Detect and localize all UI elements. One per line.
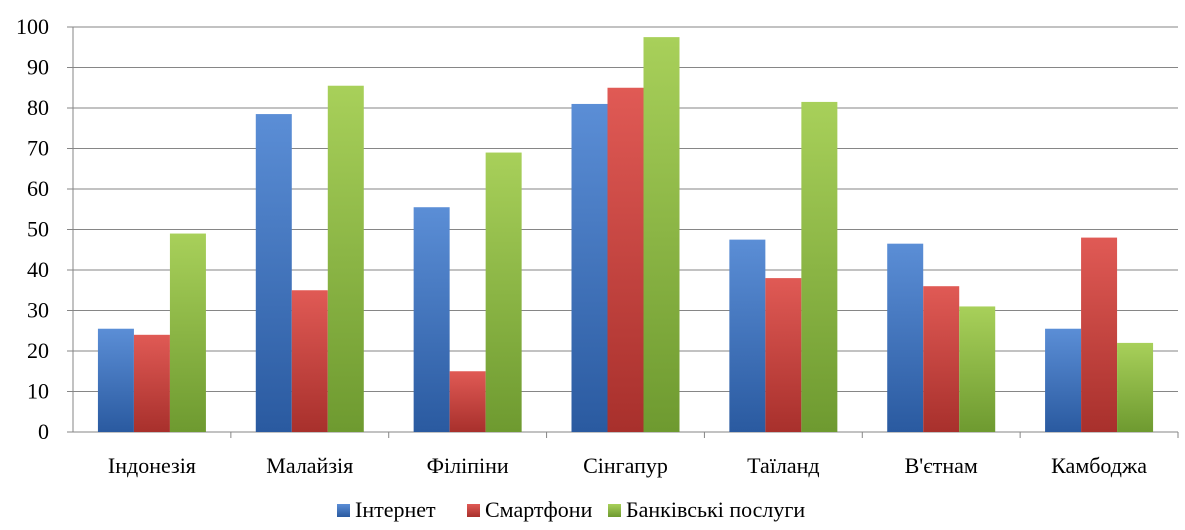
y-tick-label: 10 [27,379,49,404]
bar-Банківські послуги-Камбоджа [1117,342,1154,432]
y-tick-label: 70 [27,136,49,161]
legend-label: Банківські послуги [626,497,805,522]
bar-Інтернет-Індонезія [97,328,134,432]
bar-Смартфони-Таїланд [765,278,802,432]
bar-Банківські послуги-В'єтнам [959,306,996,432]
x-tick-label: Індонезія [108,453,196,478]
bar-Інтернет-В'єтнам [887,243,924,432]
legend-swatch-Інтернет [337,504,350,517]
bar-Банківські послуги-Малайзія [327,85,364,432]
bar-Смартфони-Малайзія [291,290,328,432]
bar-Смартфони-Камбоджа [1081,237,1118,432]
bar-Банківські послуги-Сінгапур [643,37,680,432]
legend-label: Смартфони [485,497,593,522]
y-tick-label: 20 [27,338,49,363]
legend-label: Інтернет [355,497,436,522]
bar-Банківські послуги-Таїланд [801,101,838,433]
y-tick-label: 0 [38,419,49,444]
bar-Інтернет-Філіпіни [413,207,450,432]
y-tick-label: 80 [27,95,49,120]
x-tick-label: Малайзія [266,453,353,478]
x-tick-label: Камбоджа [1051,453,1147,478]
x-tick-label: Таїланд [747,453,819,478]
bar-Інтернет-Камбоджа [1045,328,1082,432]
y-tick-label: 30 [27,298,49,323]
bar-Смартфони-Індонезія [133,334,170,432]
y-tick-label: 40 [27,257,49,282]
bar-Банківські послуги-Філіпіни [485,152,522,433]
bar-Банківські послуги-Індонезія [169,233,206,432]
x-tick-label: Філіпіни [427,453,509,478]
y-tick-label: 90 [27,55,49,80]
y-tick-label: 60 [27,176,49,201]
bar-Інтернет-Малайзія [255,114,292,432]
bar-Смартфони-Сінгапур [607,87,644,432]
legend: Інтернет Смартфони Банківські послуги [337,497,805,522]
y-tick-label: 50 [27,217,49,242]
axes: 0 10 20 30 40 50 60 70 80 90 100 Індонезія Малайзія Ф… [16,14,1179,478]
bars [97,37,1154,433]
bar-Смартфони-Філіпіни [449,371,486,432]
bar-Інтернет-Таїланд [729,239,766,432]
y-tick-label: 100 [16,14,49,39]
bar-Інтернет-Сінгапур [571,103,608,432]
legend-swatch-Банківські послуги [608,504,621,517]
bar-Смартфони-В'єтнам [923,286,960,432]
x-tick-label: Сінгапур [583,453,668,478]
legend-swatch-Смартфони [467,504,480,517]
x-tick-label: В'єтнам [905,453,978,478]
